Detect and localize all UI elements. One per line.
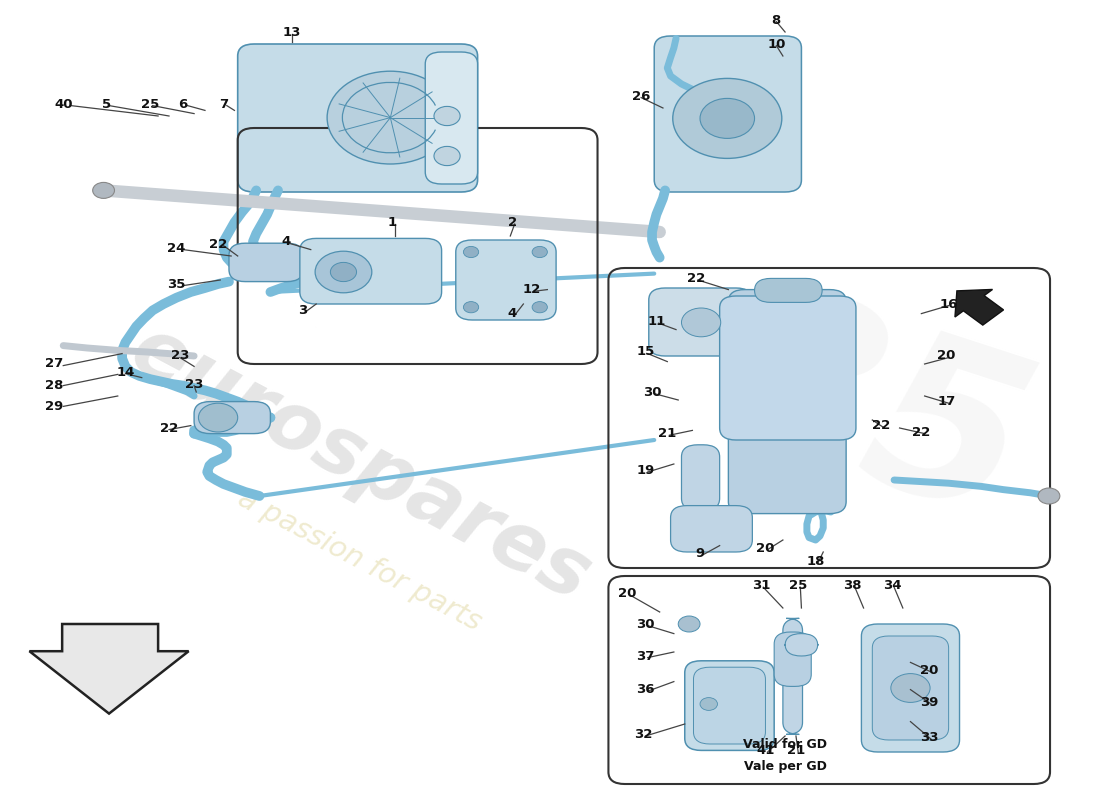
Text: 9: 9 bbox=[695, 547, 705, 560]
Text: 19: 19 bbox=[637, 464, 654, 477]
Text: 13: 13 bbox=[283, 26, 301, 38]
Text: 20: 20 bbox=[937, 350, 956, 362]
Circle shape bbox=[198, 403, 238, 432]
Text: 25: 25 bbox=[789, 579, 807, 592]
FancyBboxPatch shape bbox=[861, 624, 959, 752]
Text: 22: 22 bbox=[686, 272, 705, 285]
FancyBboxPatch shape bbox=[728, 290, 846, 514]
FancyBboxPatch shape bbox=[693, 667, 766, 744]
Text: since: since bbox=[799, 382, 859, 418]
Circle shape bbox=[891, 674, 931, 702]
Text: 29: 29 bbox=[45, 400, 64, 413]
Text: 14: 14 bbox=[117, 366, 134, 378]
Text: 21: 21 bbox=[786, 744, 805, 757]
Circle shape bbox=[92, 182, 114, 198]
Text: eurospares: eurospares bbox=[117, 310, 603, 618]
Text: 20: 20 bbox=[920, 664, 938, 677]
Circle shape bbox=[700, 698, 717, 710]
FancyBboxPatch shape bbox=[238, 44, 477, 192]
Circle shape bbox=[532, 246, 548, 258]
Text: 23: 23 bbox=[170, 350, 189, 362]
Text: 4: 4 bbox=[508, 307, 517, 320]
Circle shape bbox=[673, 78, 782, 158]
Text: 41: 41 bbox=[757, 744, 774, 757]
FancyBboxPatch shape bbox=[671, 506, 752, 552]
Text: 32: 32 bbox=[634, 728, 652, 741]
Text: 22: 22 bbox=[209, 238, 228, 250]
FancyBboxPatch shape bbox=[300, 238, 441, 304]
Text: 23: 23 bbox=[185, 378, 204, 390]
Text: Valid for GD: Valid for GD bbox=[744, 738, 827, 750]
Text: 21: 21 bbox=[658, 427, 676, 440]
Text: 35: 35 bbox=[167, 278, 186, 290]
Text: 22: 22 bbox=[872, 419, 890, 432]
Text: 27: 27 bbox=[45, 358, 64, 370]
Circle shape bbox=[330, 262, 356, 282]
FancyBboxPatch shape bbox=[719, 296, 856, 440]
Text: 15: 15 bbox=[637, 346, 654, 358]
Text: 20: 20 bbox=[618, 587, 636, 600]
FancyBboxPatch shape bbox=[194, 402, 271, 434]
Text: 26: 26 bbox=[632, 90, 650, 102]
Text: 6: 6 bbox=[178, 98, 188, 110]
Circle shape bbox=[315, 251, 372, 293]
Text: 18: 18 bbox=[806, 555, 825, 568]
FancyBboxPatch shape bbox=[872, 636, 948, 740]
Text: 36: 36 bbox=[636, 683, 654, 696]
Text: 8: 8 bbox=[772, 14, 781, 26]
Text: 40: 40 bbox=[54, 98, 73, 110]
Circle shape bbox=[700, 98, 755, 138]
Text: 4: 4 bbox=[282, 235, 290, 248]
Circle shape bbox=[327, 71, 453, 164]
Text: 17: 17 bbox=[937, 395, 956, 408]
Circle shape bbox=[463, 302, 478, 313]
Polygon shape bbox=[955, 290, 1003, 325]
Text: 11: 11 bbox=[647, 315, 666, 328]
Text: 31: 31 bbox=[752, 579, 770, 592]
Text: 22: 22 bbox=[160, 422, 178, 434]
Circle shape bbox=[532, 302, 548, 313]
FancyBboxPatch shape bbox=[229, 243, 304, 282]
Text: 33: 33 bbox=[920, 731, 938, 744]
FancyBboxPatch shape bbox=[455, 240, 557, 320]
Text: 7: 7 bbox=[219, 98, 228, 110]
Circle shape bbox=[682, 308, 720, 337]
Text: 16: 16 bbox=[939, 298, 958, 310]
Text: 5: 5 bbox=[102, 98, 111, 110]
Text: 3: 3 bbox=[298, 304, 308, 317]
Text: 25: 25 bbox=[141, 98, 160, 110]
Text: 10: 10 bbox=[767, 38, 785, 50]
Text: 30: 30 bbox=[642, 386, 661, 398]
Circle shape bbox=[679, 616, 700, 632]
Text: 12: 12 bbox=[522, 283, 541, 296]
Text: Vale per GD: Vale per GD bbox=[744, 760, 826, 773]
FancyBboxPatch shape bbox=[682, 445, 719, 510]
Text: 1: 1 bbox=[388, 216, 397, 229]
Text: 39: 39 bbox=[920, 696, 938, 709]
Text: 20: 20 bbox=[757, 542, 774, 554]
Circle shape bbox=[463, 246, 478, 258]
FancyBboxPatch shape bbox=[755, 278, 822, 302]
FancyBboxPatch shape bbox=[774, 632, 811, 686]
Circle shape bbox=[434, 106, 460, 126]
FancyBboxPatch shape bbox=[649, 288, 752, 356]
Circle shape bbox=[434, 146, 460, 166]
Text: 2: 2 bbox=[508, 216, 517, 229]
Text: 28: 28 bbox=[45, 379, 64, 392]
Text: 22: 22 bbox=[912, 426, 931, 438]
Text: 37: 37 bbox=[636, 650, 654, 662]
FancyBboxPatch shape bbox=[783, 618, 803, 734]
Text: a passion for parts: a passion for parts bbox=[233, 484, 486, 636]
Text: 30: 30 bbox=[636, 618, 654, 630]
Text: 38: 38 bbox=[844, 579, 862, 592]
FancyBboxPatch shape bbox=[426, 52, 477, 184]
Circle shape bbox=[1038, 488, 1059, 504]
Text: 24: 24 bbox=[167, 242, 186, 254]
FancyBboxPatch shape bbox=[785, 634, 817, 656]
Text: 85: 85 bbox=[692, 266, 1053, 566]
FancyBboxPatch shape bbox=[685, 661, 774, 750]
FancyBboxPatch shape bbox=[654, 36, 802, 192]
Text: 34: 34 bbox=[882, 579, 901, 592]
Polygon shape bbox=[30, 624, 188, 714]
